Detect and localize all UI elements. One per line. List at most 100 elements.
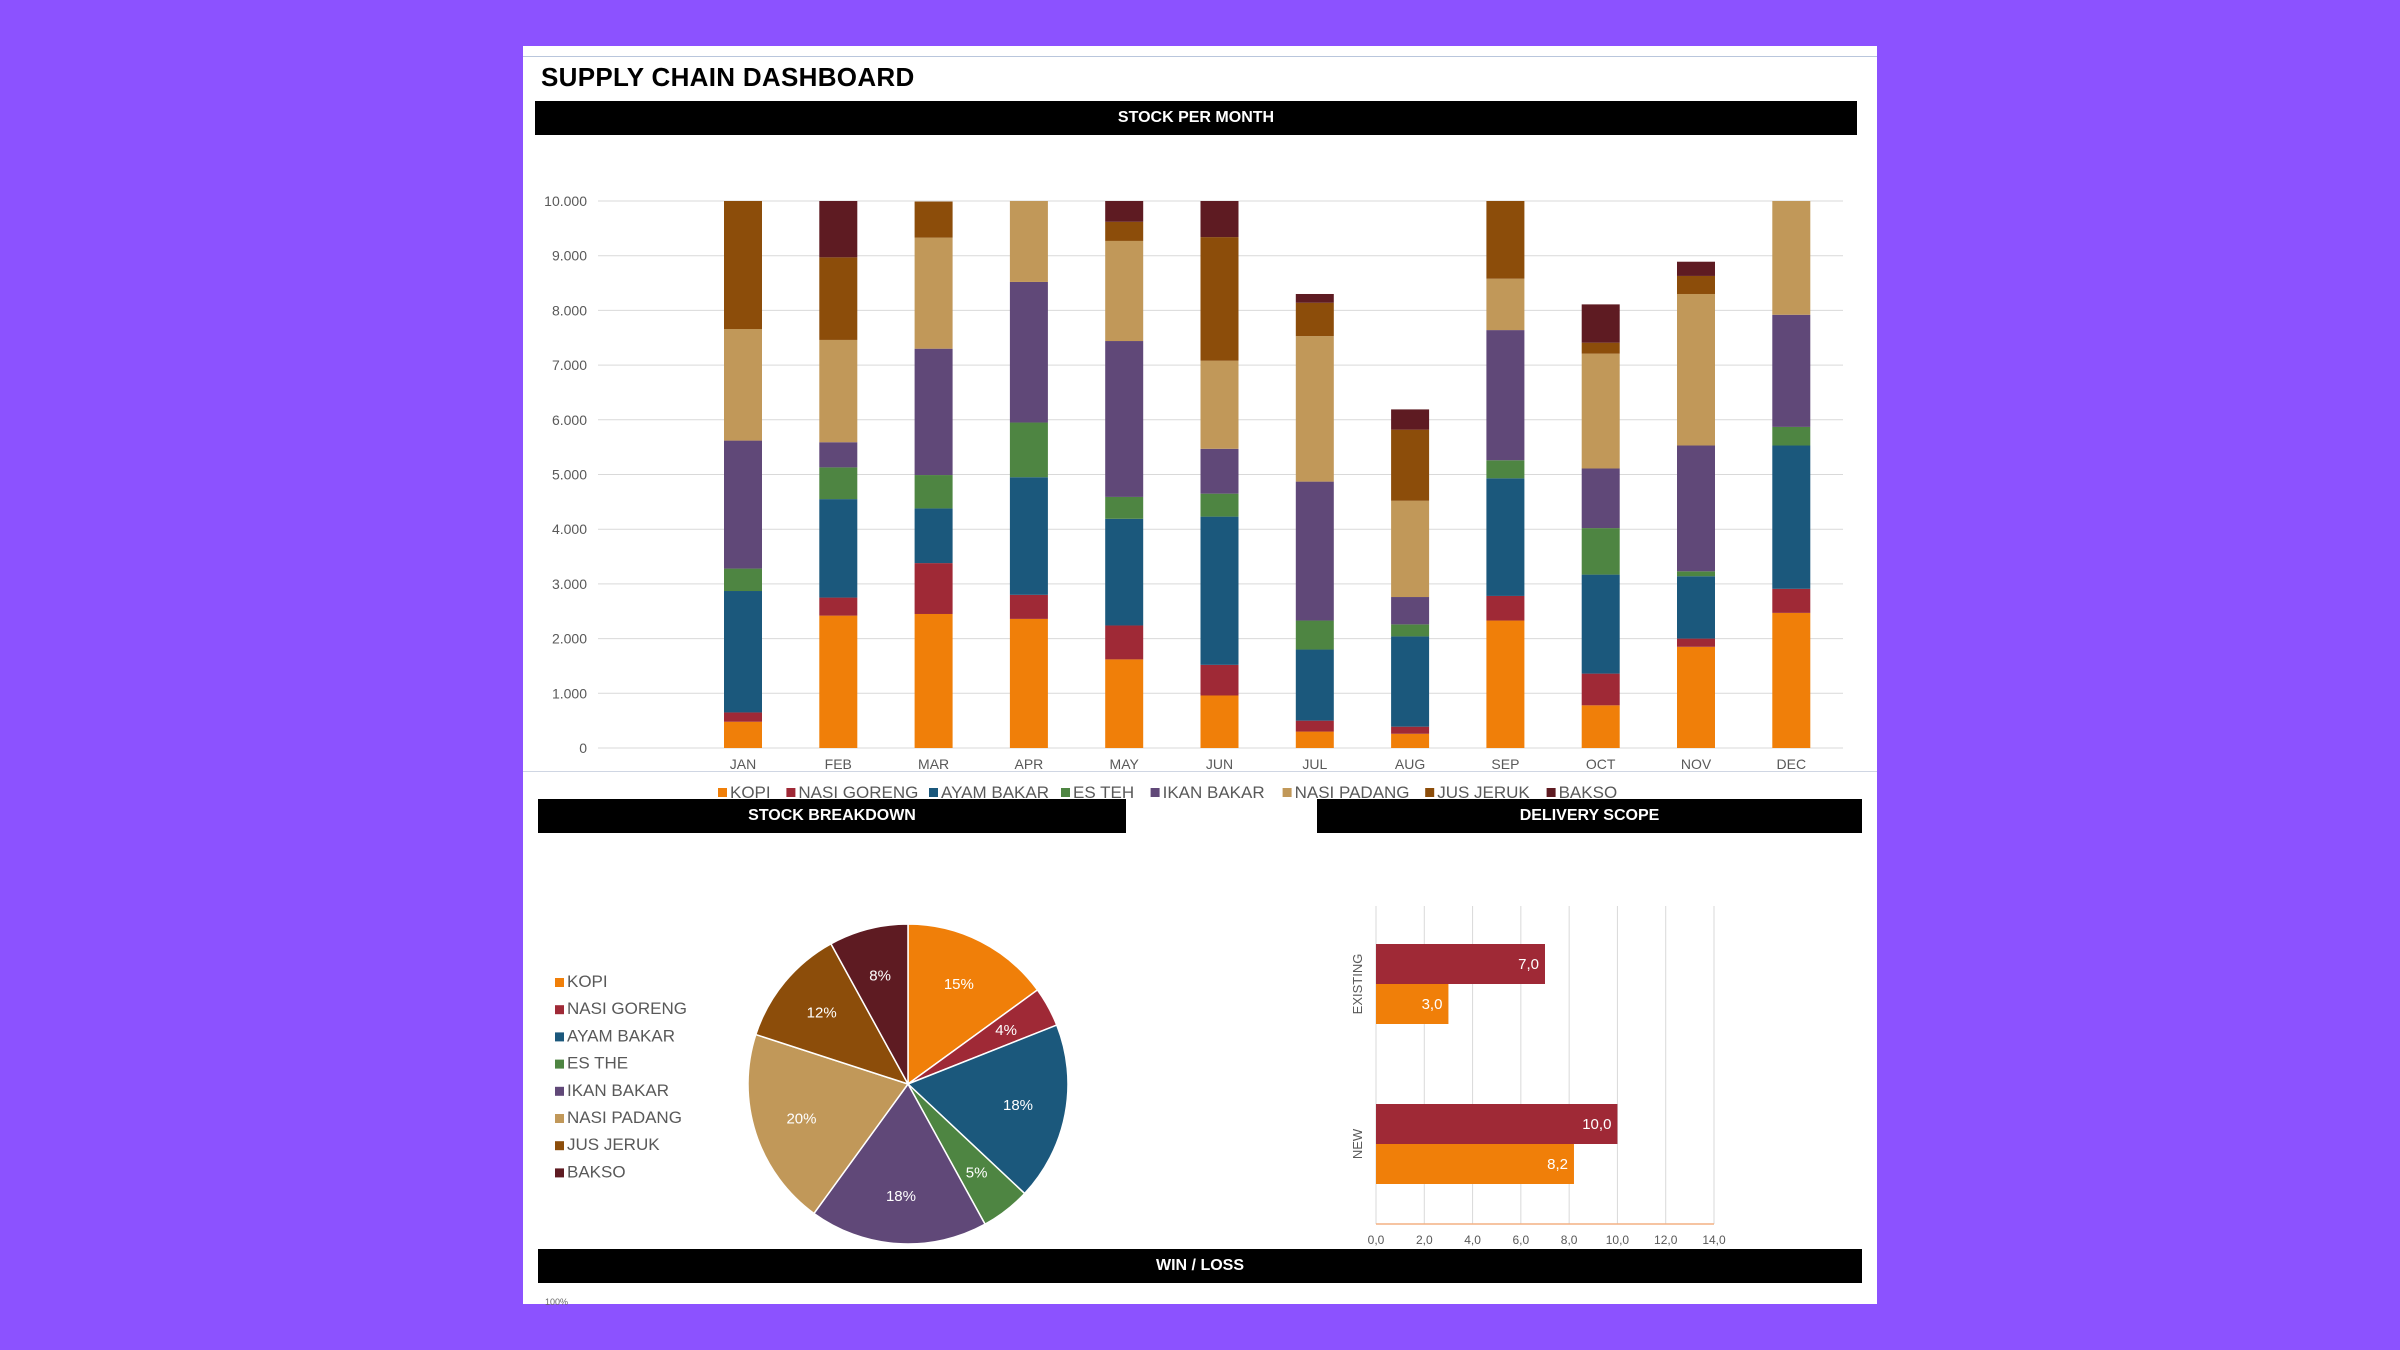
- x-tick-label: MAR: [918, 756, 949, 772]
- bar-segment-ikan-bakar: [1581, 468, 1620, 529]
- x-tick-label: 0,0: [1368, 1233, 1385, 1246]
- bar-segment-ayam-bakar: [1200, 516, 1239, 665]
- x-tick-label: 2,0: [1416, 1233, 1433, 1246]
- pie-slice-ikan-bakar: [812, 1082, 987, 1245]
- bar-segment-nasi-padang: [1009, 201, 1048, 282]
- bar-segment-es-teh: [1772, 426, 1811, 446]
- pie-slice-bakso: [829, 923, 909, 1085]
- legend-label-bakso: BAKSO: [567, 1162, 626, 1181]
- bar-segment-ayam-bakar: [1486, 478, 1525, 596]
- y-tick-label: 10.000: [544, 193, 587, 209]
- bar-segment-nasi-padang: [1581, 353, 1620, 469]
- bar-segment-es-teh: [819, 467, 858, 500]
- bar-segment-nasi-goreng: [1200, 664, 1239, 696]
- x-tick-label: NOV: [1681, 756, 1712, 772]
- legend-swatch-jus-jeruk: [1425, 788, 1435, 797]
- x-tick-label: 10,0: [1606, 1233, 1630, 1246]
- bar-segment-kopi: [1105, 659, 1144, 748]
- bar-segment-ikan-bakar: [1486, 330, 1525, 461]
- legend-label-ayam-bakar: AYAM BAKAR: [941, 783, 1049, 802]
- pie-data-label: 20%: [786, 1111, 816, 1128]
- legend-swatch-bakso: [1546, 788, 1556, 797]
- legend-label-nasi-goreng: NASI GORENG: [567, 999, 687, 1018]
- bar-segment-es-teh: [1009, 422, 1048, 478]
- legend-label-es-teh: ES TEH: [1073, 783, 1134, 802]
- bar-segment-nasi-padang: [1200, 360, 1239, 449]
- x-tick-label: FEB: [825, 756, 852, 772]
- stock-per-month-chart: 0 1.000 2.000 3.000 4.000 5.000 6.000 7.000 8.00…: [544, 193, 1843, 802]
- legend-label-ikan-bakar: IKAN BAKAR: [567, 1081, 669, 1100]
- bar-segment-ayam-bakar: [914, 508, 953, 564]
- bar-segment-nasi-goreng: [1009, 594, 1048, 619]
- bar-segment-es-teh: [1105, 496, 1144, 519]
- bar-segment-ikan-bakar: [1677, 445, 1715, 572]
- y-tick-label: 0: [579, 740, 587, 756]
- legend-label-jus-jeruk: JUS JERUK: [1437, 783, 1530, 802]
- delivery-scope-header: DELIVERY SCOPE: [1317, 799, 1862, 833]
- win-loss-header: WIN / LOSS: [538, 1249, 1862, 1283]
- bar-segment-bakso: [819, 201, 858, 258]
- bar-segment-kopi: [1200, 695, 1239, 748]
- bar-segment-ayam-bakar: [1581, 574, 1620, 674]
- delivery-scope-chart: 0,0 2,0 4,0 6,0 8,0 10,0 12,0 14,0 7,0 3,0 EXISTIN…: [1350, 906, 1726, 1246]
- bar-segment-ikan-bakar: [1009, 281, 1048, 423]
- bar-segment-nasi-padang: [1772, 201, 1811, 315]
- legend-swatch-es-teh: [1061, 788, 1070, 797]
- bar-segment-nasi-padang: [1486, 278, 1525, 331]
- y-tick-label: 3.000: [552, 576, 587, 592]
- bar-segment-jus-jeruk: [1677, 275, 1715, 294]
- bar-segment-nasi-goreng: [819, 597, 858, 616]
- x-tick-label: 8,0: [1561, 1233, 1578, 1246]
- legend-label-jus-jeruk: JUS JERUK: [567, 1135, 660, 1154]
- bar-segment-bakso: [1581, 304, 1620, 343]
- legend-swatch-kopi: [718, 788, 727, 797]
- bar-segment-nasi-goreng: [1295, 720, 1334, 732]
- bar-segment-bakso: [1677, 261, 1715, 276]
- bar-segment-es-teh: [1391, 624, 1430, 637]
- bar-data-label: 7,0: [1518, 956, 1539, 973]
- bar-segment-ikan-bakar: [1105, 341, 1144, 497]
- bar-goal-new: [1376, 1104, 1618, 1144]
- bar-segment-nasi-padang: [819, 339, 858, 443]
- bar-segment-bakso: [1391, 409, 1430, 430]
- bar-segment-jus-jeruk: [1391, 429, 1430, 501]
- x-tick-label: JUL: [1302, 756, 1327, 772]
- bar-segment-bakso: [1200, 201, 1239, 238]
- legend-label-nasi-goreng: NASI GORENG: [798, 783, 918, 802]
- bar-segment-ayam-bakar: [1009, 477, 1048, 595]
- legend-label-nasi-padang: NASI PADANG: [1295, 783, 1410, 802]
- legend-swatch-bakso: [555, 1168, 564, 1178]
- bar-segment-es-teh: [724, 568, 762, 592]
- bar-segment-nasi-goreng: [1105, 625, 1144, 660]
- bar-segment-bakso: [1295, 293, 1334, 303]
- pie-data-label: 5%: [966, 1164, 988, 1181]
- stock-breakdown-chart: 15% 4% 18% 5% 18% 20% 12% 8% KOPI NASI GORENG AYAM…: [555, 923, 1069, 1245]
- y-tick-label: 9.000: [552, 248, 587, 264]
- x-tick-label: APR: [1015, 756, 1044, 772]
- bar-segment-es-teh: [914, 475, 953, 509]
- y-tick-label: 5.000: [552, 467, 587, 483]
- bar-segment-ayam-bakar: [1105, 518, 1144, 626]
- bar-segment-kopi: [819, 615, 858, 748]
- bar-segment-nasi-padang: [914, 237, 953, 349]
- bar-segment-kopi: [1391, 733, 1430, 748]
- bar-segment-kopi: [1486, 620, 1525, 748]
- bar-segment-es-teh: [1200, 493, 1239, 517]
- bar-days-new: [1376, 1144, 1574, 1184]
- pie-data-label: 4%: [995, 1022, 1017, 1039]
- bar-segment-nasi-goreng: [1772, 588, 1811, 613]
- x-tick-label: JUN: [1206, 756, 1233, 772]
- bar-segment-kopi: [1581, 705, 1620, 748]
- bar-segment-ayam-bakar: [819, 499, 858, 598]
- y-category-label: NEW: [1350, 1128, 1365, 1159]
- pie-data-label: 8%: [869, 968, 891, 985]
- y-tick-label: 1.000: [552, 685, 587, 701]
- bar-segment-es-teh: [1295, 620, 1334, 650]
- bar-segment-ayam-bakar: [1391, 636, 1430, 727]
- bar-segment-nasi-padang: [1295, 336, 1334, 482]
- legend-swatch-ayam-bakar: [555, 1032, 564, 1042]
- pie-data-label: 12%: [807, 1005, 837, 1022]
- legend-swatch-nasi-padang: [1282, 788, 1292, 797]
- bar-segment-es-teh: [1677, 571, 1715, 577]
- bar-segment-kopi: [724, 721, 762, 748]
